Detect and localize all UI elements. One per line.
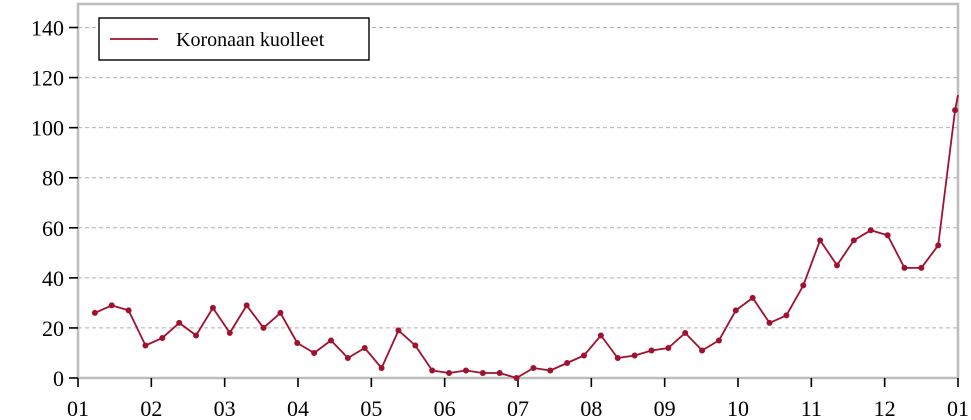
data-point bbox=[277, 309, 284, 316]
data-point bbox=[513, 375, 520, 381]
y-tick-label: 140 bbox=[31, 16, 64, 41]
data-point bbox=[715, 337, 722, 344]
data-point bbox=[328, 337, 334, 344]
data-point bbox=[665, 344, 672, 351]
data-point bbox=[581, 352, 587, 359]
plot-area bbox=[76, 2, 960, 380]
legend: Koronaan kuolleet bbox=[98, 17, 370, 61]
data-point bbox=[597, 332, 604, 339]
data-point bbox=[850, 237, 857, 244]
y-tick-label: 40 bbox=[42, 266, 64, 291]
y-axis: 0 20 40 60 80 100 120 140 bbox=[31, 16, 78, 391]
data-point bbox=[429, 367, 436, 374]
data-point bbox=[226, 329, 233, 336]
y-tick-label: 0 bbox=[53, 366, 64, 391]
legend-label: Koronaan kuolleet bbox=[176, 29, 325, 51]
data-point bbox=[682, 329, 689, 336]
data-point bbox=[699, 347, 706, 354]
data-point bbox=[91, 309, 98, 316]
data-point bbox=[176, 319, 183, 326]
plot-frame bbox=[76, 2, 960, 380]
x-tick-label: 12 bbox=[874, 396, 896, 420]
data-point bbox=[631, 352, 638, 359]
data-point bbox=[564, 359, 571, 366]
y-tick-label: 100 bbox=[31, 116, 64, 141]
x-tick-label: 11 bbox=[801, 396, 822, 420]
x-tick-label: 07 bbox=[507, 396, 529, 420]
data-point bbox=[142, 342, 149, 349]
data-point bbox=[952, 107, 959, 114]
data-point bbox=[800, 282, 807, 289]
x-tick-label: 01 bbox=[67, 396, 89, 420]
data-point bbox=[395, 327, 402, 334]
data-point bbox=[766, 319, 773, 326]
data-point bbox=[294, 339, 301, 346]
data-point bbox=[311, 349, 318, 356]
x-tick-label: 08 bbox=[580, 396, 602, 420]
y-tick-label: 80 bbox=[42, 166, 64, 191]
data-point bbox=[884, 232, 891, 239]
y-tick-label: 60 bbox=[42, 216, 64, 241]
y-tick-label: 20 bbox=[42, 316, 64, 341]
data-point bbox=[159, 334, 166, 341]
data-point bbox=[361, 344, 368, 351]
data-point bbox=[243, 302, 250, 309]
data-point bbox=[446, 369, 453, 376]
x-tick-label: 03 bbox=[214, 396, 236, 420]
x-tick-label: 02 bbox=[140, 396, 162, 420]
data-point bbox=[496, 369, 503, 376]
data-point bbox=[817, 237, 824, 244]
data-point bbox=[935, 242, 942, 249]
data-point bbox=[462, 367, 469, 374]
data-point bbox=[918, 264, 925, 271]
data-point bbox=[108, 302, 115, 309]
data-point bbox=[193, 332, 200, 339]
x-tick-label: 05 bbox=[360, 396, 382, 420]
y-tick-label: 120 bbox=[31, 66, 64, 91]
x-tick-label: 09 bbox=[654, 396, 676, 420]
data-point bbox=[209, 304, 216, 311]
data-point bbox=[344, 354, 351, 361]
data-point bbox=[260, 324, 267, 331]
x-tick-label: 01 bbox=[947, 396, 969, 420]
data-point bbox=[614, 354, 621, 361]
data-point bbox=[901, 264, 908, 271]
data-point bbox=[412, 342, 419, 349]
data-point bbox=[479, 369, 486, 376]
data-point bbox=[648, 347, 655, 354]
data-point bbox=[749, 294, 756, 301]
x-axis: 01 02 03 04 05 06 07 08 09 10 11 12 01 bbox=[67, 378, 969, 420]
x-tick-label: 04 bbox=[287, 396, 309, 420]
data-point bbox=[783, 312, 790, 319]
data-point bbox=[867, 227, 874, 234]
data-point bbox=[378, 364, 385, 371]
data-series bbox=[91, 94, 959, 381]
x-tick-label: 06 bbox=[434, 396, 456, 420]
data-point bbox=[547, 367, 554, 374]
data-point bbox=[530, 364, 537, 371]
data-point bbox=[125, 307, 132, 314]
data-point bbox=[732, 307, 739, 314]
x-tick-label: 10 bbox=[727, 396, 749, 420]
data-point bbox=[834, 262, 840, 269]
